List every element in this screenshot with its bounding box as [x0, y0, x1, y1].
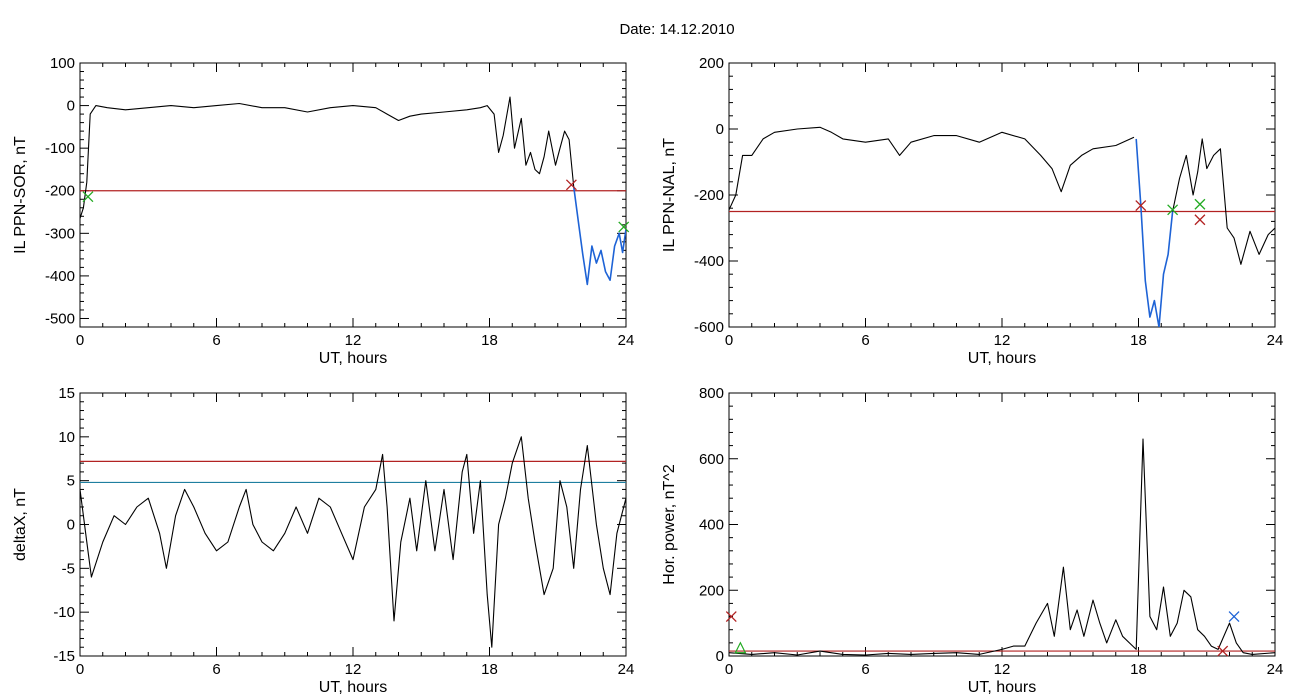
x-tick-label: 24 [1267, 332, 1284, 349]
y-tick-label: 400 [699, 517, 724, 534]
x-tick-label: 24 [618, 332, 635, 349]
x-tick-label: 24 [618, 661, 635, 678]
y-tick-label: 15 [58, 385, 75, 402]
chart-panel-1: 0 6 12 18 24 100 0 -100 -200 -300 -400 -500 UT, hour… [12, 55, 634, 367]
y-tick-label: -300 [45, 225, 75, 242]
x-tick-label: 18 [1130, 332, 1147, 349]
y-tick-label: -400 [45, 268, 75, 285]
marker-x-green [1167, 204, 1179, 216]
y-tick-label: 0 [716, 121, 724, 138]
x-tick-label: 18 [481, 332, 498, 349]
series-line-2 [1172, 138, 1275, 265]
x-axis-label: UT, hours [319, 679, 387, 696]
y-tick-label: -200 [45, 183, 75, 200]
y-tick-label: -200 [694, 187, 724, 204]
plot-frame [79, 62, 627, 328]
series-highlight-1 [1135, 138, 1174, 327]
y-tick-label: 800 [699, 385, 724, 402]
y-tick-label: 0 [67, 517, 75, 534]
y-tick-label: 0 [67, 98, 75, 115]
y-tick-label: -15 [53, 648, 75, 665]
plot-area [80, 436, 626, 648]
marker-x-green [82, 191, 94, 203]
x-tick-label: 12 [345, 661, 362, 678]
y-axis-label: deltaX, nT [12, 488, 29, 561]
x-axis-label: UT, hours [968, 679, 1036, 696]
y-axis-label: IL PPN-SOR, nT [12, 136, 29, 254]
marker-x-red [1135, 200, 1147, 212]
x-axis-label: UT, hours [968, 350, 1036, 367]
y-axis-label: Hor. power, nT^2 [661, 464, 678, 585]
x-tick-label: 6 [212, 661, 220, 678]
plot-area [80, 96, 626, 286]
marker-x-green [1194, 198, 1206, 210]
plot-area [729, 438, 1275, 656]
marker-x-green [618, 221, 630, 233]
x-tick-label: 6 [861, 661, 869, 678]
plot-area [729, 126, 1275, 327]
x-tick-label: 12 [345, 332, 362, 349]
figure-title: Date: 14.12.2010 [619, 21, 734, 38]
y-tick-label: -500 [45, 310, 75, 327]
x-tick-label: 6 [861, 332, 869, 349]
y-tick-label: 200 [699, 55, 724, 72]
y-tick-label: 600 [699, 451, 724, 468]
y-tick-label: -10 [53, 604, 75, 621]
y-tick-label: 100 [50, 55, 75, 72]
chart-panel-3: 0 6 12 18 24 15 10 5 0 -5 -10 -15 UT, hours deltaX, n… [12, 385, 634, 696]
y-tick-label: 5 [67, 473, 75, 490]
y-axis-label: IL PPN-NAL, nT [661, 138, 678, 252]
x-tick-label: 0 [76, 332, 84, 349]
marker-x-blue [1228, 611, 1240, 623]
marker-x-red [1194, 214, 1206, 226]
x-tick-label: 12 [994, 661, 1011, 678]
series-line-1 [729, 126, 1135, 211]
marker-x-red [725, 611, 737, 623]
series-line-1 [729, 438, 1275, 656]
chart-panel-2: 0 6 12 18 24 200 0 -200 -400 -600 UT, hours IL PPN-… [661, 55, 1283, 367]
y-tick-label: 10 [58, 429, 75, 446]
x-tick-label: 12 [994, 332, 1011, 349]
x-tick-label: 18 [1130, 661, 1147, 678]
x-axis-label: UT, hours [319, 350, 387, 367]
x-tick-label: 24 [1267, 661, 1284, 678]
plot-frame [728, 392, 1276, 657]
marker-triangle-green [734, 641, 747, 654]
x-tick-label: 6 [212, 332, 220, 349]
series-highlight-1 [572, 186, 626, 286]
plot-frame [79, 392, 627, 657]
y-tick-label: -600 [694, 319, 724, 336]
marker-x-red [1217, 645, 1229, 657]
y-tick-label: 0 [716, 648, 724, 665]
x-tick-label: 0 [76, 661, 84, 678]
series-line-1 [80, 436, 626, 648]
y-tick-label: -100 [45, 140, 75, 157]
x-tick-label: 0 [725, 661, 733, 678]
y-tick-label: -400 [694, 253, 724, 270]
x-tick-label: 0 [725, 332, 733, 349]
x-tick-label: 18 [481, 661, 498, 678]
y-tick-label: -5 [62, 560, 75, 577]
marker-x-red [565, 179, 577, 191]
y-tick-label: 200 [699, 582, 724, 599]
chart-panel-4: 0 6 12 18 24 800 600 400 200 0 UT, hours Hor. power… [661, 385, 1283, 696]
series-line-1 [80, 96, 575, 219]
